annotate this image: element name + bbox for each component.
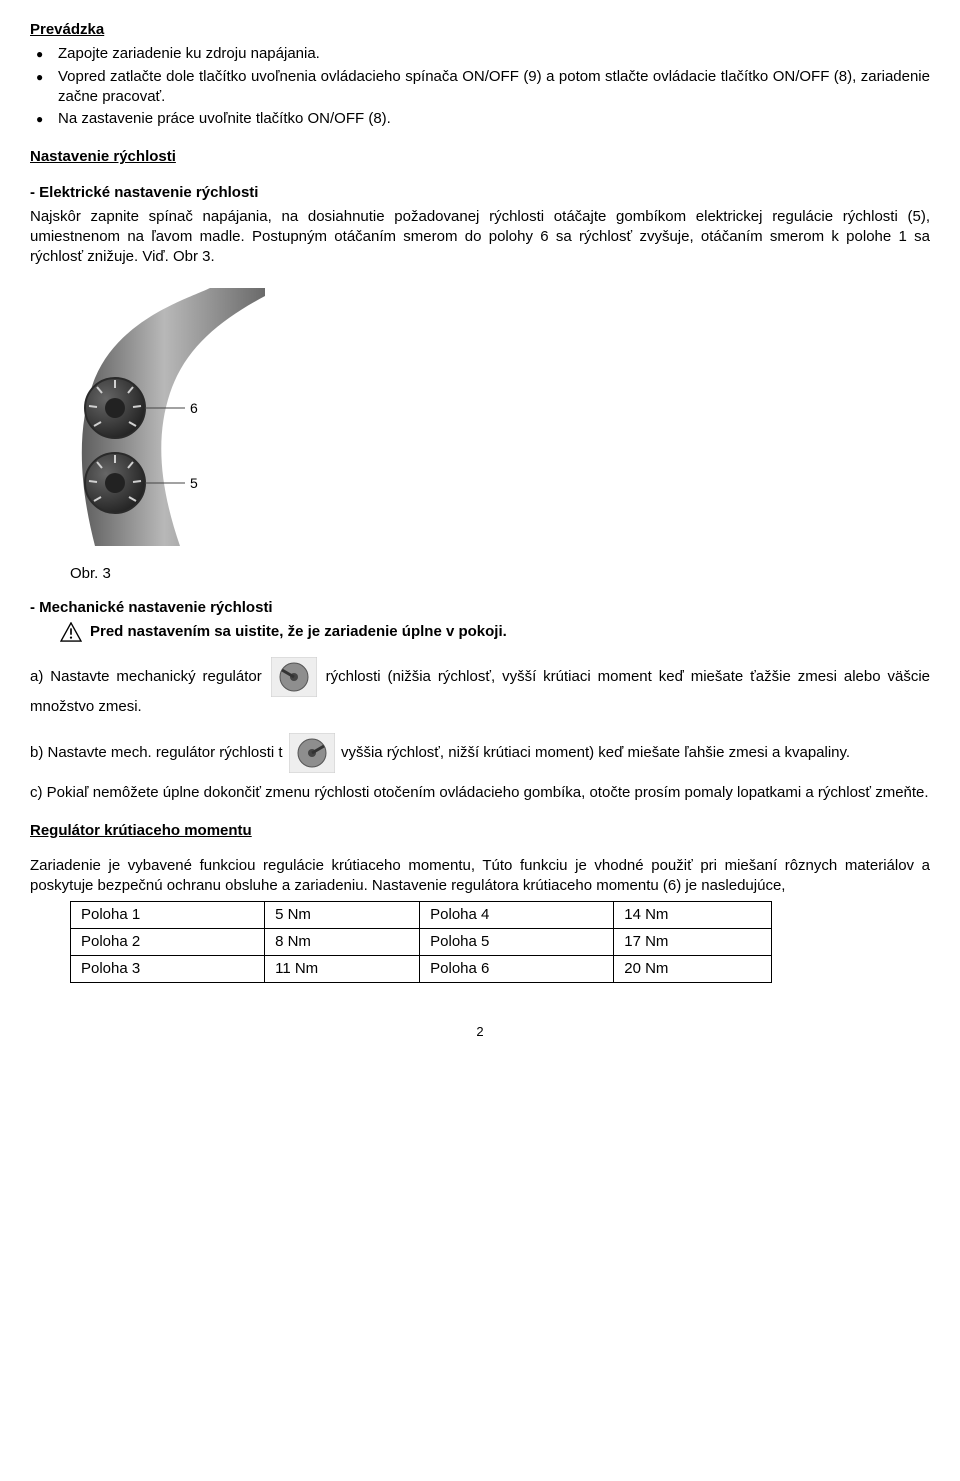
mech-b-suffix: vyššia rýchlosť, nižší krútiaci moment) … bbox=[341, 743, 850, 760]
torque-cell: 5 Nm bbox=[265, 901, 420, 928]
electric-speed-text: Najskôr zapnite spínač napájania, na dos… bbox=[30, 207, 930, 268]
operation-bullet-2: Vopred zatlačte dole tlačítko uvoľnenia … bbox=[30, 67, 930, 108]
torque-cell: 11 Nm bbox=[265, 956, 420, 983]
mech-step-a: a) Nastavte mechanický regulátor rýchlos… bbox=[30, 657, 930, 717]
table-row: Poloha 3 11 Nm Poloha 6 20 Nm bbox=[71, 956, 772, 983]
torque-cell: Poloha 2 bbox=[71, 928, 265, 955]
operation-bullet-1: Zapojte zariadenie ku zdroju napájania. bbox=[30, 44, 930, 64]
dial-low-speed-icon bbox=[271, 657, 317, 697]
torque-intro: Zariadenie je vybavené funkciou reguláci… bbox=[30, 856, 930, 897]
torque-title: Regulátor krútiaceho momentu bbox=[30, 821, 930, 841]
speed-title: Nastavenie rýchlosti bbox=[30, 147, 930, 167]
torque-cell: 20 Nm bbox=[614, 956, 772, 983]
figure-3-caption: Obr. 3 bbox=[70, 564, 930, 584]
torque-cell: Poloha 4 bbox=[420, 901, 614, 928]
torque-cell: Poloha 1 bbox=[71, 901, 265, 928]
mechanical-warning-text: Pred nastavením sa uistite, že je zariad… bbox=[90, 622, 507, 642]
mechanical-speed-title: - Mechanické nastavenie rýchlosti bbox=[30, 598, 930, 618]
figure-label-5: 5 bbox=[190, 475, 198, 491]
torque-table: Poloha 1 5 Nm Poloha 4 14 Nm Poloha 2 8 … bbox=[70, 901, 772, 984]
table-row: Poloha 1 5 Nm Poloha 4 14 Nm bbox=[71, 901, 772, 928]
warning-triangle-icon bbox=[60, 622, 82, 642]
page-number: 2 bbox=[30, 1023, 930, 1041]
operation-bullet-3: Na zastavenie práce uvoľnite tlačítko ON… bbox=[30, 109, 930, 129]
mech-b-prefix: b) Nastavte mech. regulátor rýchlosti t bbox=[30, 743, 283, 760]
torque-cell: Poloha 5 bbox=[420, 928, 614, 955]
mechanical-warning-row: Pred nastavením sa uistite, že je zariad… bbox=[30, 622, 930, 642]
handle-illustration-icon: 6 5 bbox=[60, 288, 270, 548]
figure-3: 6 5 bbox=[60, 288, 930, 548]
torque-cell: Poloha 3 bbox=[71, 956, 265, 983]
mech-a-prefix: a) Nastavte mechanický regulátor bbox=[30, 668, 262, 685]
electric-speed-title: - Elektrické nastavenie rýchlosti bbox=[30, 183, 930, 203]
mech-step-b: b) Nastavte mech. regulátor rýchlosti t … bbox=[30, 733, 930, 773]
table-row: Poloha 2 8 Nm Poloha 5 17 Nm bbox=[71, 928, 772, 955]
operation-title: Prevádzka bbox=[30, 20, 930, 40]
figure-label-6: 6 bbox=[190, 400, 198, 416]
torque-cell: 8 Nm bbox=[265, 928, 420, 955]
operation-bullets: Zapojte zariadenie ku zdroju napájania. … bbox=[30, 44, 930, 129]
dial-high-speed-icon bbox=[289, 733, 335, 773]
torque-cell: 17 Nm bbox=[614, 928, 772, 955]
torque-cell: Poloha 6 bbox=[420, 956, 614, 983]
torque-cell: 14 Nm bbox=[614, 901, 772, 928]
mech-step-c: c) Pokiaľ nemôžete úplne dokončiť zmenu … bbox=[30, 783, 930, 803]
